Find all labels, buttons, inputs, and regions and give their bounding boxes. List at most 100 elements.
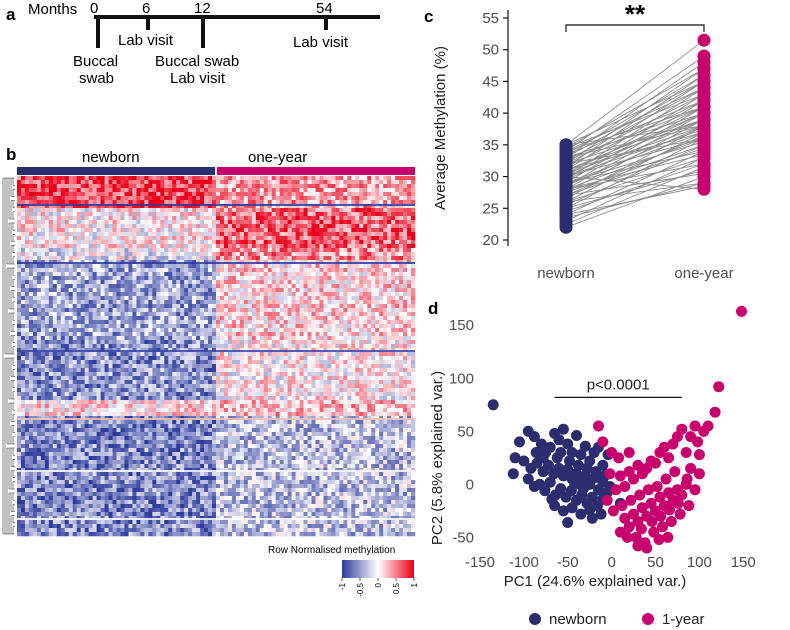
heatmap-cell [17, 284, 22, 289]
heatmap-cell [363, 344, 368, 349]
heatmap-cell [172, 240, 177, 245]
heatmap-cell [395, 192, 400, 197]
heatmap-cell [291, 284, 296, 289]
heatmap-cell [399, 332, 404, 337]
heatmap-cell [335, 200, 340, 205]
heatmap-cell [375, 340, 380, 345]
heatmap-cell [271, 276, 276, 281]
heatmap-cell [355, 292, 360, 297]
heatmap-cell [411, 324, 416, 329]
heatmap-cell [212, 220, 217, 225]
heatmap-cell [96, 192, 101, 197]
heatmap-cell [124, 356, 129, 361]
heatmap-cell [359, 184, 364, 189]
heatmap-cell [307, 308, 312, 313]
heatmap-cell [132, 368, 137, 373]
heatmap-cell [76, 324, 81, 329]
heatmap-cell [263, 256, 269, 261]
heatmap-cell [140, 308, 145, 313]
heatmap-cell [48, 188, 54, 193]
heatmap-cell [271, 280, 276, 285]
heatmap-cell [351, 324, 356, 329]
heatmap-cell [208, 320, 213, 325]
heatmap-cell [331, 184, 336, 189]
heatmap-cell [184, 188, 189, 193]
heatmap-cell [311, 236, 316, 241]
heatmap-cell [223, 248, 229, 253]
heatmap-cell [116, 176, 121, 181]
heatmap-cell [343, 364, 348, 369]
heatmap-cell [52, 320, 58, 325]
heatmap-cell [176, 244, 181, 249]
heatmap-cell [387, 192, 392, 197]
heatmap-cell [116, 188, 121, 193]
heatmap-cell [395, 244, 400, 249]
heatmap-cell [148, 316, 153, 321]
heatmap-cell [335, 308, 340, 313]
heatmap-cell [239, 304, 245, 309]
heatmap-cell [275, 196, 280, 201]
heatmap-cell [227, 200, 233, 205]
heatmap-cell [100, 344, 105, 349]
heatmap-cell [144, 220, 149, 225]
heatmap-cell [271, 288, 276, 293]
heatmap-cell [339, 236, 344, 241]
heatmap-cell [196, 288, 201, 293]
heatmap-cell [227, 332, 233, 337]
heatmap-cell [96, 184, 101, 189]
heatmap-cell [375, 268, 380, 273]
heatmap-cell [104, 200, 109, 205]
heatmap-cell [311, 224, 316, 229]
heatmap-cell [383, 328, 388, 333]
heatmap-cell [92, 252, 97, 257]
heatmap-cell [84, 368, 89, 373]
heatmap-cell [387, 256, 392, 261]
heatmap-cell [299, 352, 304, 357]
heatmap-cell [403, 276, 408, 281]
heatmap-cell [68, 184, 74, 189]
heatmap-cell [188, 208, 193, 213]
dendrogram-branch [11, 492, 13, 512]
heatmap-cell [411, 216, 416, 221]
heatmap-cell [267, 252, 273, 257]
heatmap-cell [176, 252, 181, 257]
panel-label-d: d [428, 299, 438, 318]
heatmap-cell [56, 180, 62, 185]
heatmap-cell [367, 304, 372, 309]
heatmap-cell [219, 268, 225, 273]
heatmap-cell [196, 248, 201, 253]
heatmap-cell [52, 332, 58, 337]
heatmap-cell [17, 332, 22, 337]
heatmap-cell [319, 208, 324, 213]
heatmap-cell [391, 216, 396, 221]
heatmap-cell [144, 180, 149, 185]
heatmap-cell [112, 228, 117, 233]
heatmap-cell [184, 316, 189, 321]
heatmap-cell [208, 344, 213, 349]
heatmap-cell [156, 288, 161, 293]
heatmap-cell [168, 248, 173, 253]
heatmap-cell [148, 204, 153, 209]
heatmap-cell [407, 284, 412, 289]
dendrogram-branch [13, 526, 15, 535]
heatmap-cell [351, 236, 356, 241]
heatmap-cell [168, 368, 173, 373]
heatmap-cell [192, 344, 197, 349]
heatmap-cell [112, 232, 117, 237]
heatmap-cell [235, 268, 241, 273]
heatmap-cell [180, 336, 185, 341]
heatmap-cell [17, 200, 22, 205]
heatmap-cell [212, 360, 217, 365]
heatmap-cell [152, 184, 157, 189]
heatmap-cell [223, 304, 229, 309]
heatmap-cell [395, 232, 400, 237]
heatmap-cell [104, 304, 109, 309]
heatmap-cell [132, 204, 137, 209]
heatmap-cell [120, 232, 125, 237]
heatmap-cell [319, 300, 324, 305]
heatmap-cell [100, 296, 105, 301]
heatmap-cell [96, 352, 101, 357]
heatmap-cell [116, 220, 121, 225]
heatmap-cell [243, 184, 249, 189]
heatmap-cell [323, 344, 328, 349]
